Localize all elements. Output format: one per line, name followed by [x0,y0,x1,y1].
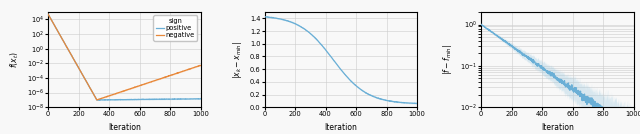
Line: positive: positive [48,14,200,100]
positive [163,98,171,100]
Y-axis label: $f(x_t)$: $f(x_t)$ [9,51,21,68]
X-axis label: Iteration: Iteration [324,123,357,132]
Y-axis label: $|x_k - x_{min}|$: $|x_k - x_{min}|$ [231,40,244,79]
negative [166,75,173,76]
positive [106,99,114,101]
positive [96,99,104,101]
X-axis label: Iteration: Iteration [541,123,574,132]
Line: negative: negative [48,14,200,100]
negative [60,41,68,42]
negative [44,13,52,15]
negative [149,81,157,82]
positive [44,13,52,15]
positive [196,98,204,99]
positive [166,98,173,100]
positive [60,41,68,42]
Y-axis label: $|f - f_{min}|$: $|f - f_{min}|$ [442,44,454,75]
negative [106,95,114,96]
negative [111,93,119,95]
positive [111,99,119,100]
X-axis label: Iteration: Iteration [108,123,141,132]
negative [196,65,204,66]
negative [93,99,100,101]
Legend: positive, negative: positive, negative [153,15,197,41]
negative [163,76,171,77]
positive [149,98,157,100]
